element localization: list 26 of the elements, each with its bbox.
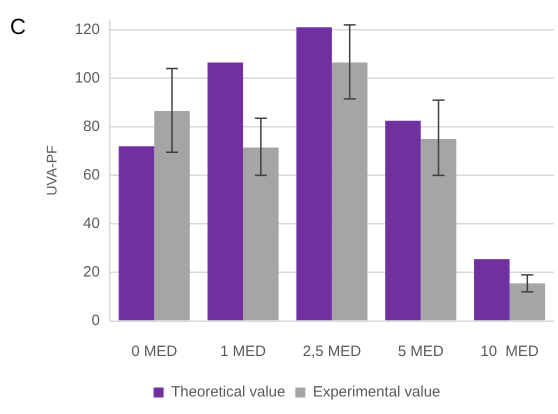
y-axis-title: UVA-PF — [43, 145, 60, 196]
bar — [332, 62, 368, 320]
y-tick-label: 80 — [83, 118, 100, 135]
y-tick-label: 100 — [74, 69, 100, 86]
x-tick-label: 10 MED — [480, 343, 539, 360]
y-tick-label: 20 — [83, 264, 100, 281]
text: C — [10, 14, 26, 40]
bar — [118, 146, 154, 320]
legend-label: Theoretical value — [171, 384, 286, 401]
x-tick-label: 2,5 MED — [302, 343, 362, 360]
y-tick-label: 0 — [91, 312, 100, 330]
legend-label: Experimental value — [312, 384, 440, 401]
bar — [385, 120, 421, 320]
bar — [474, 259, 510, 320]
bar — [510, 283, 546, 320]
x-tick-label: 0 MED — [131, 343, 178, 360]
y-tick-label: 120 — [74, 20, 100, 38]
y-tick-label: 40 — [83, 215, 100, 232]
x-tick-label: 5 MED — [398, 343, 444, 360]
bar — [296, 27, 332, 320]
bar — [154, 111, 190, 320]
bar — [243, 147, 279, 320]
bar — [208, 62, 244, 320]
bar — [420, 138, 456, 320]
x-tick-label: 1 MED — [220, 343, 266, 360]
y-tick-label: 60 — [83, 166, 100, 184]
